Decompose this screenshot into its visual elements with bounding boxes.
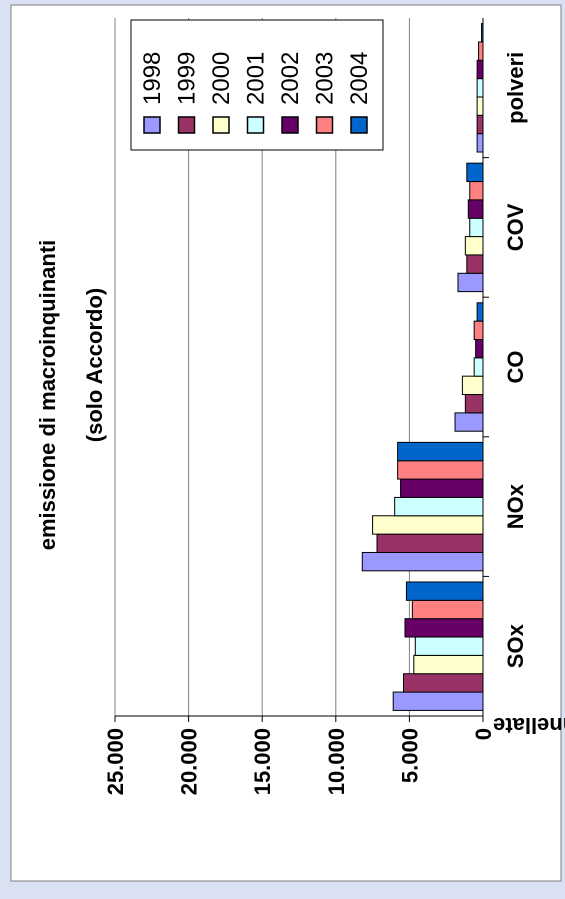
bar [414, 636, 484, 656]
bar [475, 338, 484, 359]
chart-subtitle: (solo Accordo) [82, 288, 107, 442]
legend-label: 2003 [312, 52, 339, 105]
bar [397, 441, 484, 462]
bar [473, 320, 484, 340]
legend-label: 2004 [346, 52, 373, 105]
category-label: CO [503, 351, 528, 384]
bar [454, 412, 484, 432]
y-tick-label: 15.000 [250, 728, 275, 795]
bar [400, 478, 484, 498]
category-label: SOx [503, 623, 528, 668]
bar [392, 691, 484, 711]
bar [476, 302, 484, 322]
chart-title: emissione di macroinquinanti [35, 240, 60, 551]
legend-label: 2001 [243, 52, 270, 105]
legend-swatch [143, 116, 161, 134]
bar [476, 96, 484, 116]
legend-label: 2000 [208, 52, 235, 105]
bar [469, 181, 484, 201]
y-tick-label: 10.000 [324, 728, 349, 795]
bar [376, 533, 484, 553]
bar [464, 394, 484, 414]
bar [403, 673, 484, 693]
bar [361, 551, 484, 572]
bar [411, 599, 484, 620]
bar [476, 114, 484, 135]
bar [466, 254, 484, 274]
bar [464, 236, 484, 256]
bar [457, 272, 484, 293]
legend-swatch [315, 116, 334, 134]
y-axis-label: tonnellate [493, 713, 565, 738]
bar [478, 41, 484, 61]
bar [473, 357, 484, 377]
bar [466, 162, 484, 183]
y-tick-label: 25.000 [103, 728, 128, 795]
bar [372, 515, 484, 535]
bar [476, 78, 484, 98]
legend-swatch [281, 116, 299, 134]
bar [413, 654, 484, 675]
category-label: COV [503, 203, 528, 251]
bar [394, 496, 484, 517]
bar [481, 23, 484, 43]
bar [467, 199, 484, 219]
y-tick-label: 5.000 [397, 728, 422, 783]
bar [404, 618, 484, 638]
bar [397, 460, 484, 480]
legend-label: 2002 [277, 52, 304, 105]
legend: 1998 1999 2000 2001 2002 2003 2004 [130, 19, 384, 151]
bar [469, 217, 484, 238]
category-label: NOx [503, 483, 528, 529]
legend-swatch [212, 116, 230, 134]
bar [476, 59, 484, 80]
legend-label: 1998 [139, 52, 166, 105]
bar [476, 133, 484, 153]
category-label: polveri [503, 52, 528, 124]
bar [405, 581, 484, 601]
plot-area: 0 5.000 10.000 15.000 20.000 25.000 SOx NOx CO CO… [103, 18, 528, 795]
legend-swatch [350, 116, 368, 134]
bar [461, 375, 484, 396]
legend-swatch [246, 116, 265, 134]
legend-label: 1999 [174, 52, 201, 105]
legend-swatch [177, 116, 196, 134]
y-tick-label: 20.000 [177, 728, 202, 795]
y-tick-label: 0 [471, 728, 496, 740]
